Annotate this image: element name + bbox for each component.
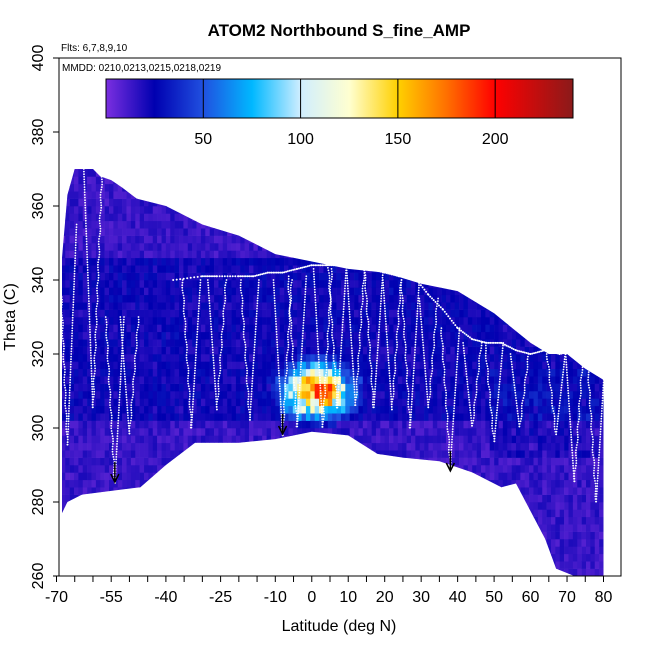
x-tick-label: 10 bbox=[339, 589, 357, 606]
flight-profile bbox=[239, 279, 260, 421]
x-axis-label: Latitude (deg N) bbox=[282, 618, 397, 635]
colorbar-ticks: 50 100 150 200 bbox=[194, 79, 509, 148]
flight-profile bbox=[564, 345, 585, 483]
flight-profile bbox=[382, 279, 403, 411]
x-axis: -70 -55 -40 -25 -10 0 10 20 30 40 50 60 70 80 bbox=[45, 575, 621, 606]
y-axis-label: Theta (C) bbox=[2, 283, 19, 351]
y-tick-label: 320 bbox=[30, 341, 47, 368]
flight-profile bbox=[345, 264, 366, 406]
arrow-marker bbox=[277, 414, 288, 436]
flight-profile bbox=[206, 279, 228, 411]
tropopause-track bbox=[172, 264, 604, 355]
flight-profile bbox=[418, 297, 439, 409]
flight-profile bbox=[364, 271, 384, 409]
colorbar: 50 100 150 200 bbox=[105, 78, 574, 148]
flight-profile bbox=[440, 327, 461, 464]
arrow-marker bbox=[445, 451, 456, 473]
y-tick-label: 400 bbox=[30, 45, 47, 72]
heatmap-field bbox=[62, 169, 604, 576]
flight-profile bbox=[462, 342, 483, 427]
flight-profile bbox=[104, 316, 125, 484]
x-tick-label: 60 bbox=[522, 589, 540, 606]
colorbar-tick-label: 50 bbox=[194, 131, 212, 148]
flight-profile bbox=[181, 279, 202, 429]
flight-profile bbox=[57, 223, 78, 446]
x-tick-label: 0 bbox=[307, 589, 316, 606]
dates-note: MMDD: 0210,0213,0215,0218,0219 bbox=[62, 63, 221, 74]
y-tick-label: 280 bbox=[30, 489, 47, 516]
y-tick-label: 300 bbox=[30, 415, 47, 442]
flight-profile bbox=[272, 279, 293, 437]
x-tick-label: 50 bbox=[485, 589, 503, 606]
y-axis: 260 280 300 320 340 360 380 400 bbox=[30, 45, 60, 590]
y-tick-label: 260 bbox=[30, 563, 47, 590]
colorbar-tick-label: 100 bbox=[287, 131, 314, 148]
flight-profile bbox=[400, 279, 421, 429]
x-tick-label: 80 bbox=[595, 589, 613, 606]
x-tick-label: -25 bbox=[209, 589, 232, 606]
y-tick-label: 380 bbox=[30, 119, 47, 146]
flight-profile bbox=[119, 316, 140, 435]
flight-profile bbox=[585, 353, 607, 503]
y-tick-label: 360 bbox=[30, 193, 47, 220]
flight-profile bbox=[509, 353, 530, 428]
colorbar-tick-label: 200 bbox=[482, 131, 509, 148]
flight-profile bbox=[312, 268, 333, 428]
x-tick-label: 40 bbox=[449, 589, 467, 606]
x-tick-label: -70 bbox=[45, 589, 68, 606]
x-tick-label: -55 bbox=[100, 589, 123, 606]
arrows-layer bbox=[110, 414, 456, 484]
flights-note: Flts: 6,7,8,9,10 bbox=[61, 43, 128, 54]
flight-profile bbox=[82, 168, 103, 409]
flight-profile bbox=[484, 342, 505, 443]
chart-title: ATOM2 Northbound S_fine_AMP bbox=[208, 21, 471, 40]
colorbar-tick-label: 150 bbox=[385, 131, 412, 148]
flight-profile bbox=[287, 275, 308, 428]
colorbar-bar bbox=[105, 78, 574, 119]
heatmap-cells bbox=[62, 169, 604, 576]
x-tick-label: -40 bbox=[154, 589, 177, 606]
x-tick-label: 30 bbox=[412, 589, 430, 606]
flight-profile bbox=[545, 353, 567, 436]
arrow-marker bbox=[110, 462, 120, 484]
flight-profiles bbox=[57, 168, 607, 503]
x-tick-label: 70 bbox=[558, 589, 576, 606]
y-tick-label: 340 bbox=[30, 267, 47, 294]
x-tick-label: -10 bbox=[264, 589, 287, 606]
x-tick-label: 20 bbox=[376, 589, 394, 606]
